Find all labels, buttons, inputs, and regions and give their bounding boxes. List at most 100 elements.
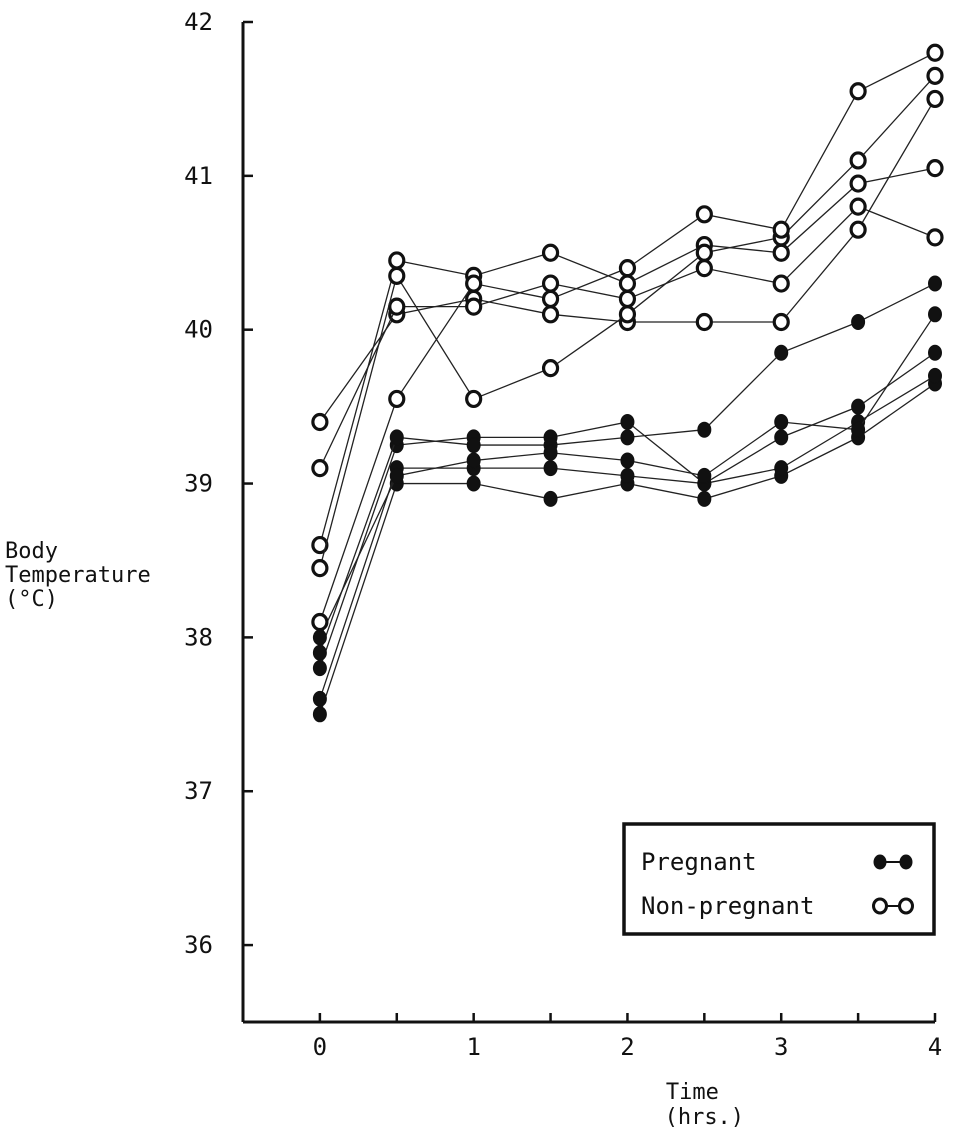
series-layer xyxy=(311,43,944,723)
data-point-filled xyxy=(543,490,558,507)
y-tick-label: 41 xyxy=(184,162,213,190)
y-axis-title-line: Body xyxy=(5,539,58,564)
x-tick-label: 1 xyxy=(466,1033,480,1061)
legend-label-1: Pregnant xyxy=(641,848,757,876)
data-point-open xyxy=(926,89,944,109)
data-point-open xyxy=(388,389,406,409)
data-point-open xyxy=(465,274,483,293)
data-point-filled xyxy=(620,414,635,430)
axes: 36 37 38 39 40 41 42 0 1 2 3 4 Time (hrs.) Body Tempera… xyxy=(5,8,942,1130)
data-point-filled xyxy=(851,421,866,438)
data-point-open xyxy=(695,259,713,278)
series-5-pregnant xyxy=(312,306,942,646)
data-point-filled xyxy=(928,367,942,384)
y-axis-title-line: (°C) xyxy=(5,587,58,612)
data-point-filled xyxy=(774,460,789,477)
x-tick-label: 4 xyxy=(928,1033,942,1061)
x-axis-title-line: Time xyxy=(666,1080,719,1105)
data-point-open xyxy=(541,289,560,309)
y-tick-label: 42 xyxy=(184,8,213,36)
data-point-filled xyxy=(697,421,712,438)
data-point-open xyxy=(388,297,406,316)
data-point-filled xyxy=(543,444,558,461)
data-point-filled xyxy=(697,490,712,507)
series-3-pregnant xyxy=(312,344,942,677)
data-point-filled xyxy=(697,467,712,484)
data-point-filled xyxy=(928,275,942,292)
data-point-filled xyxy=(928,306,942,323)
data-point-filled xyxy=(312,660,327,677)
data-point-filled xyxy=(389,467,404,484)
data-point-open xyxy=(772,274,790,293)
data-point-open xyxy=(311,535,329,555)
data-point-open xyxy=(541,359,560,378)
data-point-filled xyxy=(389,429,404,446)
y-tick-label: 37 xyxy=(184,777,213,805)
data-point-open xyxy=(311,412,329,432)
data-point-open xyxy=(541,274,560,293)
y-tick-label: 36 xyxy=(184,931,213,959)
data-point-filled xyxy=(466,475,481,492)
data-point-open xyxy=(541,305,560,324)
data-point-open xyxy=(849,151,867,170)
legend-label-2: Non-pregnant xyxy=(641,892,814,920)
x-axis-title: Time (hrs.) xyxy=(665,1080,744,1130)
x-tick-label: 2 xyxy=(620,1033,634,1061)
data-point-filled xyxy=(466,452,481,469)
data-point-open xyxy=(849,174,867,193)
y-tick-label: 38 xyxy=(184,623,213,651)
data-point-open xyxy=(618,305,637,324)
data-point-filled xyxy=(543,460,558,477)
data-point-open xyxy=(618,289,637,309)
data-point-open xyxy=(695,205,713,224)
y-tick-label: 40 xyxy=(184,316,213,344)
data-point-filled xyxy=(312,644,327,661)
data-point-open xyxy=(926,159,944,178)
legend-marker-open xyxy=(872,897,888,915)
data-point-open xyxy=(849,197,867,216)
data-point-filled xyxy=(774,414,789,430)
legend-box xyxy=(622,822,936,936)
data-point-open xyxy=(311,559,329,578)
x-tick-label: 0 xyxy=(313,1033,327,1061)
data-point-open xyxy=(618,259,637,278)
data-point-open xyxy=(695,243,713,262)
data-point-open xyxy=(695,312,713,332)
legend-symbol-1 xyxy=(873,854,913,870)
data-point-open xyxy=(388,266,406,285)
data-point-filled xyxy=(851,398,866,415)
series-9-non-pregnant xyxy=(311,66,944,578)
data-point-open xyxy=(926,43,944,62)
legend: Pregnant Non-pregnant xyxy=(622,822,936,936)
data-point-filled xyxy=(928,344,942,361)
data-point-open xyxy=(465,389,483,409)
data-point-open xyxy=(541,243,560,262)
data-point-open xyxy=(772,243,790,262)
series-7-non-pregnant xyxy=(311,197,944,478)
legend-marker-filled xyxy=(899,854,913,870)
y-axis-title: Body Temperature (°C) xyxy=(5,539,151,612)
data-point-filled xyxy=(620,452,635,469)
legend-marker-open xyxy=(898,897,914,915)
data-point-open xyxy=(465,297,483,316)
data-point-filled xyxy=(774,344,789,361)
series-4-pregnant xyxy=(312,275,942,661)
legend-marker-filled xyxy=(873,854,887,870)
data-point-open xyxy=(926,228,944,247)
data-point-filled xyxy=(312,706,327,723)
series-10-non-pregnant xyxy=(311,43,944,632)
data-point-open xyxy=(388,251,406,270)
y-axis-title-line: Temperature xyxy=(5,563,151,588)
series-line xyxy=(319,52,936,623)
series-line xyxy=(319,352,936,669)
data-point-filled xyxy=(466,437,481,454)
legend-symbol-2 xyxy=(872,897,914,915)
data-point-filled xyxy=(851,314,866,330)
data-point-open xyxy=(311,612,329,632)
x-axis-title-line: (hrs.) xyxy=(665,1105,744,1130)
y-tick-label: 39 xyxy=(184,470,213,498)
data-point-filled xyxy=(312,690,327,707)
data-point-open xyxy=(772,220,790,239)
data-point-filled xyxy=(620,467,635,484)
